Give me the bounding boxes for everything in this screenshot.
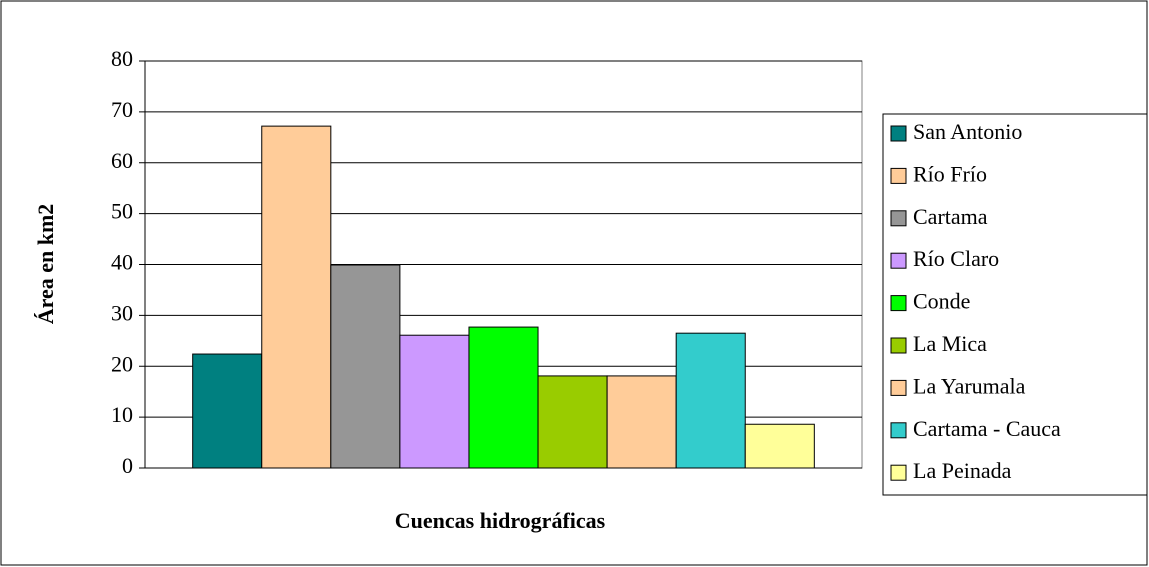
bar bbox=[537, 375, 608, 469]
legend-box bbox=[882, 113, 1148, 496]
bar bbox=[675, 332, 746, 469]
y-tick-label: 0 bbox=[122, 453, 133, 478]
legend-label: La Yarumala bbox=[913, 373, 1026, 398]
bar bbox=[606, 375, 677, 469]
bar bbox=[468, 326, 539, 469]
bar bbox=[744, 423, 815, 469]
y-tick-label: 70 bbox=[111, 97, 133, 122]
legend-swatch bbox=[890, 167, 907, 184]
legend-swatch bbox=[890, 422, 907, 439]
legend-swatch bbox=[890, 464, 907, 481]
bar bbox=[399, 334, 470, 469]
legend-swatch bbox=[890, 379, 907, 396]
legend-label: Río Claro bbox=[913, 246, 999, 271]
bar bbox=[330, 264, 401, 469]
y-tick-label: 50 bbox=[111, 199, 133, 224]
legend-swatch bbox=[890, 337, 907, 354]
legend-label: La Peinada bbox=[913, 458, 1012, 483]
y-tick-label: 60 bbox=[111, 148, 133, 173]
legend-label: San Antonio bbox=[913, 119, 1022, 144]
bar bbox=[192, 353, 263, 469]
y-tick-label: 30 bbox=[111, 300, 133, 325]
legend-label: Cartama bbox=[913, 204, 988, 229]
legend-label: Cartama - Cauca bbox=[913, 416, 1061, 441]
y-axis-label: Área en km2 bbox=[33, 204, 58, 325]
legend-label: Conde bbox=[913, 289, 970, 314]
x-axis-label: Cuencas hidrográficas bbox=[395, 508, 606, 533]
legend-swatch bbox=[890, 252, 907, 269]
legend-swatch bbox=[890, 210, 907, 227]
legend-swatch bbox=[890, 125, 907, 142]
legend-swatch bbox=[890, 295, 907, 312]
bar bbox=[261, 125, 332, 469]
y-tick-label: 10 bbox=[111, 402, 133, 427]
legend-label: Río Frío bbox=[913, 161, 987, 186]
y-tick-label: 40 bbox=[111, 250, 133, 275]
y-tick-label: 80 bbox=[111, 46, 133, 71]
y-tick-label: 20 bbox=[111, 351, 133, 376]
legend-label: La Mica bbox=[913, 331, 987, 356]
